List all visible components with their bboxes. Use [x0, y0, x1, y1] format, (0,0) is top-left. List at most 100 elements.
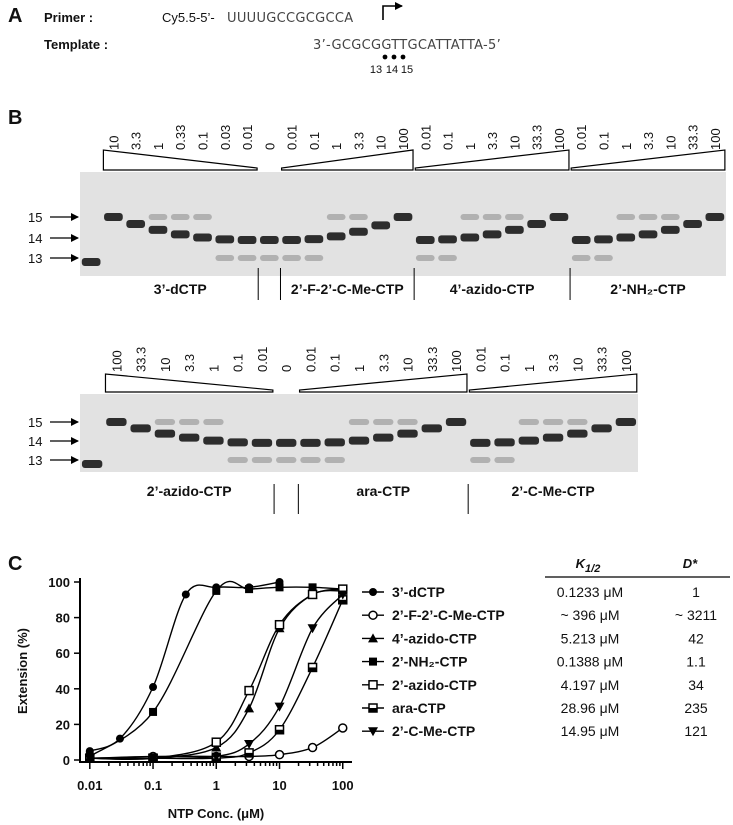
- concentration-label: 100: [708, 128, 723, 150]
- band-marker: 15: [28, 210, 42, 225]
- gel-band: [282, 236, 301, 244]
- position-number: 13: [370, 64, 382, 76]
- gel-band: [326, 232, 346, 241]
- legend-label: 3’-dCTP: [392, 584, 445, 600]
- d-value: 235: [684, 700, 708, 716]
- marker: [368, 703, 378, 713]
- gel-band: [594, 235, 613, 244]
- marker: [368, 727, 378, 737]
- concentration-label: 1: [151, 143, 166, 150]
- gel-band: [373, 433, 394, 442]
- marker: [307, 662, 318, 673]
- marker: [369, 588, 377, 596]
- gel-band-faint: [178, 419, 200, 425]
- marker: [368, 610, 378, 620]
- fit-curve: [89, 581, 280, 752]
- group-name: ara-CTP: [356, 483, 410, 499]
- gel-band-faint: [300, 457, 321, 463]
- chart: 0 20 40 60 80 100 0.01 0.1 1 10 100 NTP Conc. (μM) E…: [15, 575, 505, 821]
- gel-band-faint: [304, 255, 324, 261]
- concentration-label: 10: [158, 358, 173, 372]
- band-marker: 14: [28, 434, 42, 449]
- concentration-label: 0.01: [255, 347, 270, 372]
- gel-band: [170, 230, 190, 239]
- fit-curve: [89, 588, 343, 761]
- marker-shape: [308, 667, 317, 672]
- gel-band-faint: [571, 255, 591, 261]
- gel-band: [494, 438, 515, 447]
- concentration-label: 10: [401, 358, 416, 372]
- gel-band: [259, 236, 279, 244]
- gel-band: [660, 225, 680, 234]
- y-tick-label: 0: [63, 753, 70, 768]
- gel-band: [130, 424, 151, 433]
- concentration-label: 0.1: [328, 354, 343, 372]
- start-arrow: [382, 2, 403, 20]
- marker-shape: [307, 742, 318, 753]
- concentration-label: 100: [449, 350, 464, 372]
- marker: [368, 633, 378, 643]
- gel-band-faint: [282, 255, 301, 261]
- gel-band-faint: [326, 214, 346, 220]
- gel-band: [527, 220, 547, 229]
- gel-band-faint: [215, 255, 235, 261]
- marker-shape: [211, 737, 222, 747]
- gel-band-faint: [415, 255, 435, 261]
- marker-shape: [211, 742, 222, 752]
- gel-band: [203, 436, 224, 445]
- position-dot: [400, 54, 406, 60]
- gel-band: [616, 233, 636, 242]
- gel-band: [591, 424, 612, 433]
- concentration-label: 10: [507, 136, 522, 150]
- marker-shape: [368, 633, 378, 643]
- gel-band: [178, 433, 200, 442]
- concentration-label: 10: [570, 358, 585, 372]
- gel-band: [421, 424, 442, 433]
- marker-shape: [274, 702, 285, 712]
- group-name: 2’-NH₂-CTP: [610, 281, 685, 297]
- concentration-label: 100: [109, 350, 124, 372]
- header-sub: 1/2: [585, 563, 600, 575]
- marker: [149, 707, 158, 716]
- band-marker: 13: [28, 453, 42, 468]
- marker-shape: [368, 610, 378, 620]
- gel-band: [237, 236, 257, 244]
- marker: [244, 739, 255, 749]
- gel-band: [81, 258, 101, 266]
- concentration-label: 0.1: [307, 132, 322, 150]
- gel-band: [438, 235, 457, 244]
- concentration-label: 3.3: [182, 354, 197, 372]
- gel-band-faint: [193, 214, 212, 220]
- gel-band-faint: [154, 419, 176, 425]
- position-dot: [382, 54, 388, 60]
- marker-shape: [211, 752, 222, 762]
- concentration-label: 0.1: [441, 132, 456, 150]
- marker-shape: [337, 590, 348, 600]
- gel-band: [415, 236, 435, 244]
- d-value: 42: [688, 630, 704, 646]
- gel-band-faint: [470, 457, 491, 463]
- legend-label: 2’-NH₂-CTP: [392, 654, 467, 670]
- gel-band: [445, 418, 467, 426]
- gel-band: [324, 438, 345, 447]
- concentration-label: 0.1: [596, 132, 611, 150]
- band-marker: 15: [28, 415, 42, 430]
- concentration-label: 100: [552, 128, 567, 150]
- concentration-label: 33.3: [134, 347, 149, 372]
- gel-band-faint: [348, 419, 370, 425]
- concentration-label: 10: [374, 136, 389, 150]
- x-tick-label: 100: [332, 778, 354, 793]
- fit-curve: [89, 593, 344, 760]
- marker-shape: [212, 586, 221, 595]
- concentration-wedge: [280, 149, 414, 171]
- marker-shape: [245, 585, 254, 594]
- gel-band: [460, 233, 480, 242]
- gel-band: [518, 436, 540, 445]
- gel-band: [470, 438, 491, 447]
- marker: [274, 749, 285, 760]
- concentration-wedge: [102, 149, 258, 171]
- gel-band: [542, 433, 564, 442]
- concentration-label: 3.3: [641, 132, 656, 150]
- concentration-wedge: [468, 373, 638, 393]
